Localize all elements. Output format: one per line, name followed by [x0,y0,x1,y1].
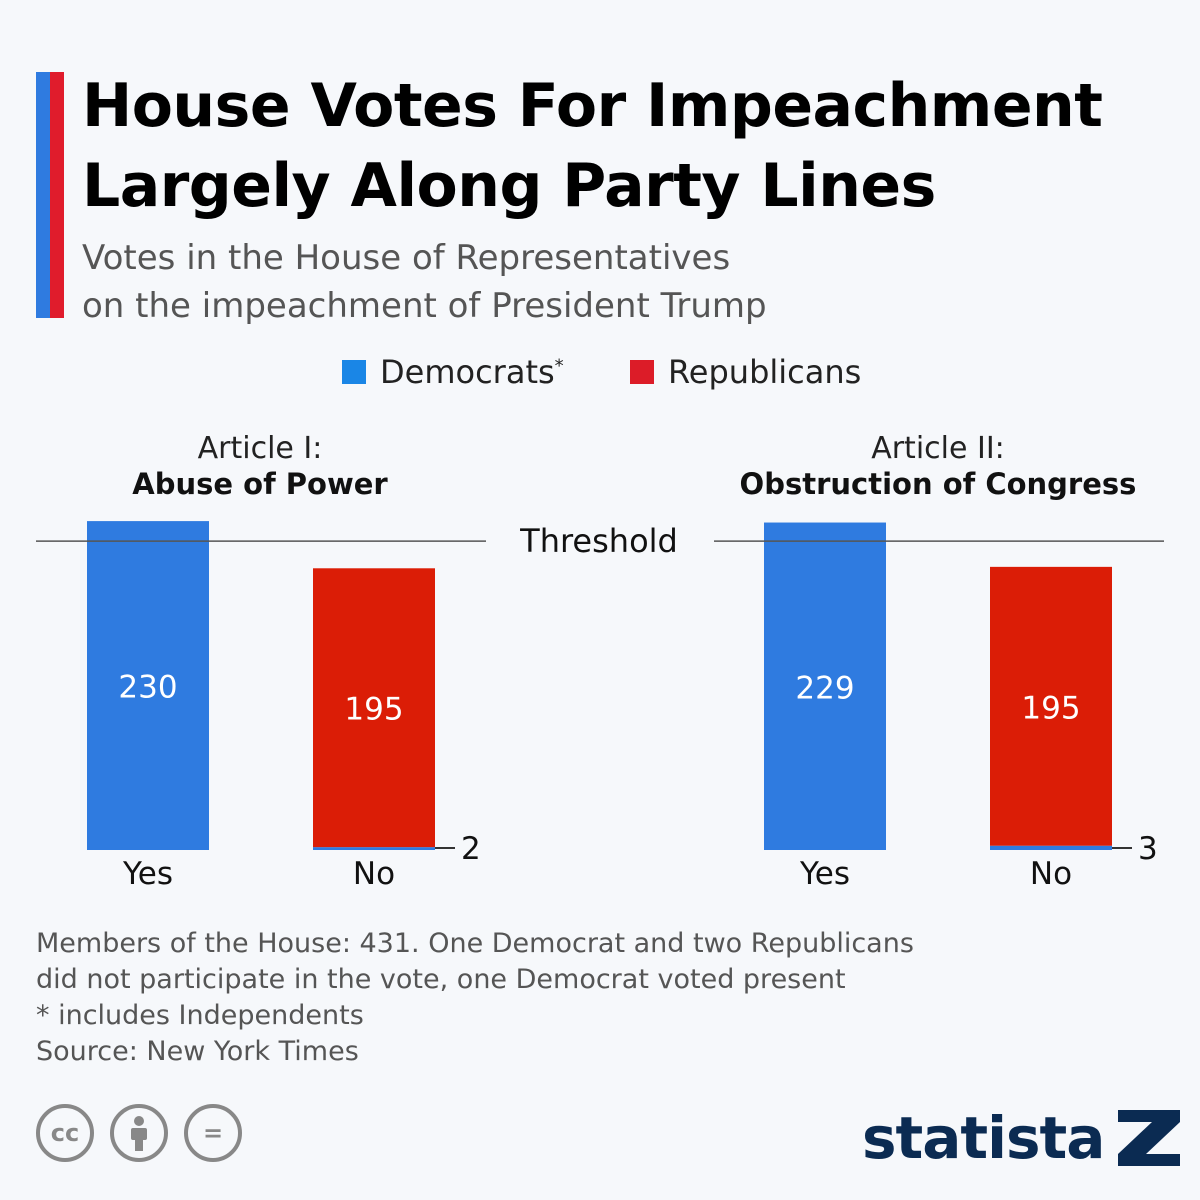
legend-swatch-democrats [342,360,366,384]
category-label-1-no: No [353,856,395,892]
footer-source: Source: New York Times [36,1036,359,1067]
chart-2-title-line-2: Obstruction of Congress [740,467,1137,501]
statista-logo-icon [1118,1110,1181,1166]
title-line-2: Largely Along Party Lines [82,151,936,221]
footer-note-line-2: did not participate in the vote, one Dem… [36,964,846,995]
legend-asterisk: * [554,355,564,377]
legend-item-republicans: Republicans [630,348,861,396]
impeachment-vote-chart: Article I:Abuse of Power Yes No 230 195 2 Arti… [36,431,1164,892]
by-icon[interactable] [110,1104,168,1162]
title-accent-bar [36,72,64,318]
page-title: House Votes For Impeachment Largely Alon… [82,66,1182,226]
value-label-1-no-democrats: 2 [461,831,481,867]
person-glyph [131,1116,147,1151]
subtitle-line-2: on the impeachment of President Trump [82,286,767,326]
category-label-2-no: No [1030,856,1072,892]
legend-item-democrats: Democrats* [342,348,564,396]
value-label-1-yes: 230 [118,670,177,706]
legend-label-republicans: Republicans [668,353,862,391]
footer-notes: Members of the House: 431. One Democrat … [36,926,1036,1070]
bar-2-no-republicans [990,566,1112,846]
bar-1-no-republicans [313,568,435,848]
bar-1-yes-democrats [87,521,209,850]
bar-2-no-democrats [990,845,1112,850]
page-subtitle: Votes in the House of Representatives on… [82,234,1082,330]
nd-icon[interactable]: = [184,1104,242,1162]
value-label-2-no-democrats: 3 [1138,831,1158,867]
license-icons: cc = [36,1104,242,1164]
title-line-1: House Votes For Impeachment [82,71,1103,141]
legend-label-democrats: Democrats* [380,353,564,391]
legend-swatch-republicans [630,360,654,384]
threshold-label: Threshold [519,522,678,560]
subtitle-line-1: Votes in the House of Representatives [82,238,731,278]
chart-1-title-line-2: Abuse of Power [132,467,388,501]
statista-logo[interactable]: statista [862,1098,1181,1178]
value-label-1-no: 195 [344,692,403,728]
accent-red-stripe [50,72,64,318]
statista-wordmark: statista [862,1104,1105,1172]
value-label-2-no: 195 [1021,690,1080,726]
bar-1-no-democrats [313,847,435,850]
legend: Democrats* Republicans [0,348,1200,396]
value-label-2-yes: 229 [795,670,854,706]
category-label-2-yes: Yes [799,856,850,892]
chart-1-title-line-1: Article I: [198,431,323,466]
chart-2-title-line-1: Article II: [871,431,1005,466]
category-label-1-yes: Yes [122,856,173,892]
footer-note-line-1: Members of the House: 431. One Democrat … [36,928,914,959]
accent-blue-stripe [36,72,50,318]
cc-icon[interactable]: cc [36,1104,94,1162]
footer-note-line-3: * includes Independents [36,1000,364,1031]
bar-2-yes-democrats [764,522,886,850]
